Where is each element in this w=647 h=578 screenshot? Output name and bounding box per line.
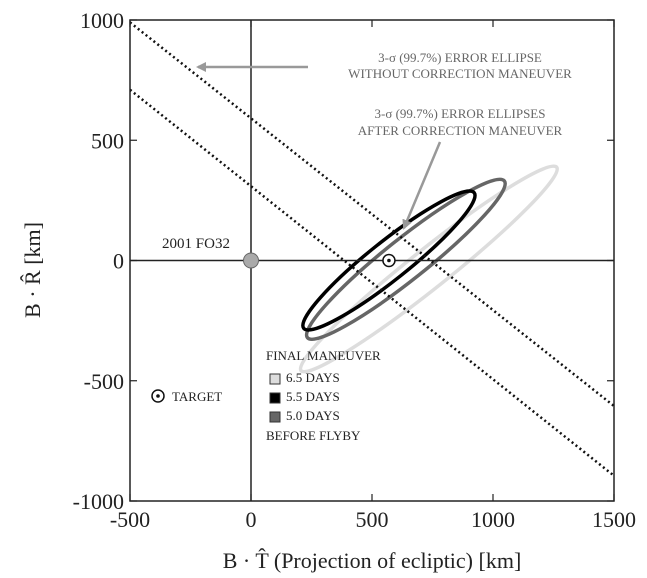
error-ellipse [301, 189, 477, 332]
error-ellipse [298, 164, 560, 374]
target-marker-dot [387, 258, 391, 263]
x-tick-label: 1500 [592, 507, 636, 532]
legend-swatch [269, 373, 281, 385]
x-axis-title: B · T̂ (Projection of ecliptic) [km] [223, 548, 522, 573]
y-tick-label: -500 [84, 369, 124, 394]
y-tick-label: 1000 [80, 8, 124, 33]
corrected-annotation-arrow [402, 141, 442, 230]
legend-item-label: 5.5 DAYS [286, 389, 340, 404]
error-ellipse [304, 177, 507, 342]
x-tick-label: 500 [356, 507, 389, 532]
uncorrected-bound-line [130, 88, 614, 477]
asteroid-label: 2001 FO32 [162, 236, 230, 252]
y-tick-label: 500 [91, 128, 124, 153]
x-tick-label: -500 [110, 507, 150, 532]
target-legend-symbol-dot [156, 394, 160, 398]
legend-title: FINAL MANEUVER [266, 348, 381, 363]
legend-item-label: 5.0 DAYS [286, 408, 340, 423]
legend-swatch [269, 392, 281, 404]
y-axis-title: B · R̂ [km] [20, 222, 45, 318]
y-tick-label: -1000 [73, 489, 124, 514]
legend-footer: BEFORE FLYBY [266, 428, 361, 443]
y-axis-title-text: B · R̂ [km] [20, 222, 45, 318]
legend-swatch [269, 411, 281, 423]
corrected-annotation-line1: 3-σ (99.7%) ERROR ELLIPSES [375, 106, 546, 121]
target-legend-label: TARGET [172, 389, 222, 404]
uncorrected-annotation-line1: 3-σ (99.7%) ERROR ELLIPSE [378, 50, 542, 65]
y-tick-label: 0 [113, 249, 124, 274]
x-tick-label: 0 [246, 507, 257, 532]
plot-inner [130, 20, 614, 501]
x-tick-label: 1000 [471, 507, 515, 532]
corrected-annotation-line2: AFTER CORRECTION MANEUVER [358, 123, 563, 138]
legend-item-label: 6.5 DAYS [286, 370, 340, 385]
asteroid-marker [243, 252, 259, 269]
uncorrected-annotation-line2: WITHOUT CORRECTION MANEUVER [348, 66, 572, 81]
